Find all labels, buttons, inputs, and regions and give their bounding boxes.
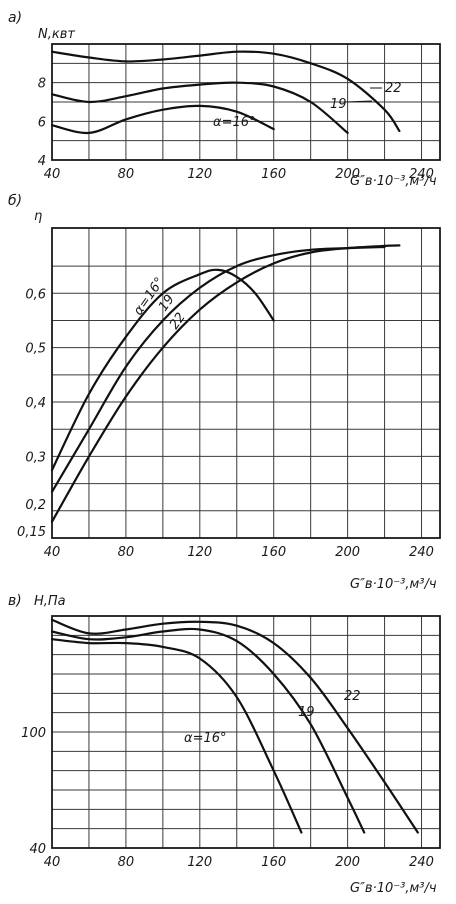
series-line-16: [50, 268, 275, 472]
x-tick-label: 40: [44, 545, 61, 560]
panel-label: а): [8, 10, 22, 26]
x-tick-label: 120: [187, 167, 212, 182]
series-line-19: [50, 627, 366, 834]
x-tick-label: 80: [118, 855, 135, 870]
y-axis-title: H,Па: [34, 594, 66, 609]
series-line-22: [50, 50, 401, 133]
series-line-16: [50, 104, 275, 135]
y-tick-label: 40: [29, 842, 46, 857]
label-leader-line: [345, 100, 373, 103]
series-line-19: [50, 245, 386, 493]
plot-frame: [51, 43, 441, 161]
y-tick-label: 0,2: [25, 498, 46, 513]
x-axis-title: G″в·10⁻³,м³/ч: [350, 881, 437, 896]
x-tick-label: 200: [335, 855, 360, 870]
x-tick-label: 200: [335, 167, 360, 182]
curve-label: 22: [385, 81, 402, 96]
series-line-22: [50, 618, 419, 834]
panel-label: в): [8, 593, 22, 609]
x-axis-title: G″в·10⁻³,м³/ч: [350, 577, 437, 592]
curve-label: 19: [330, 97, 347, 112]
y-tick-label: 0,3: [25, 450, 46, 465]
curve-label: α=16°: [184, 731, 227, 746]
x-tick-label: 40: [44, 167, 61, 182]
x-tick-label: 200: [335, 545, 360, 560]
y-tick-label: 0,6: [25, 287, 46, 302]
curve-label: α=16°: [213, 115, 256, 130]
y-tick-label: 6: [38, 115, 46, 130]
series-line-19: [50, 81, 349, 134]
panel-b: б) η G″в·10⁻³,м³/ч 40 80 120 160 200 240 0,15 0,2 0…: [8, 193, 441, 592]
panel-a: а) N,квт G″в·10⁻³,м³/ч 40 80 120 160 200 240 4 6 8 1…: [8, 10, 441, 189]
y-axis-title: η: [34, 209, 42, 224]
x-tick-label: 120: [187, 545, 212, 560]
y-tick-label: 100: [21, 726, 46, 741]
y-tick-label: 8: [38, 77, 46, 92]
x-tick-label: 240: [409, 167, 434, 182]
x-tick-label: 240: [409, 855, 434, 870]
y-tick-label: 4: [38, 154, 46, 169]
plot-frame: [51, 615, 441, 849]
x-axis-title: G″в·10⁻³,м³/ч: [350, 174, 437, 189]
y-axis-title: N,квт: [38, 27, 75, 42]
x-tick-label: 80: [118, 167, 135, 182]
x-tick-label: 40: [44, 855, 61, 870]
curve-label: 19: [298, 705, 315, 720]
x-tick-label: 160: [261, 545, 286, 560]
x-tick-label: 160: [261, 167, 286, 182]
x-tick-label: 240: [409, 545, 434, 560]
plot-frame: [51, 227, 441, 539]
panel-c: в) H,Па G″в·10⁻³,м³/ч 40 80 120 160 200 240 40 100…: [8, 593, 441, 896]
y-tick-label: 0,4: [25, 396, 46, 411]
series-line-16: [50, 638, 303, 834]
y-tick-label: 0,15: [17, 525, 46, 540]
panel-label: б): [8, 193, 22, 209]
y-tick-label: 0,5: [25, 342, 46, 357]
x-tick-label: 160: [261, 855, 286, 870]
x-tick-label: 80: [118, 545, 135, 560]
curve-label: 22: [344, 689, 361, 704]
x-tick-label: 120: [187, 855, 212, 870]
series-line-22: [50, 244, 401, 523]
